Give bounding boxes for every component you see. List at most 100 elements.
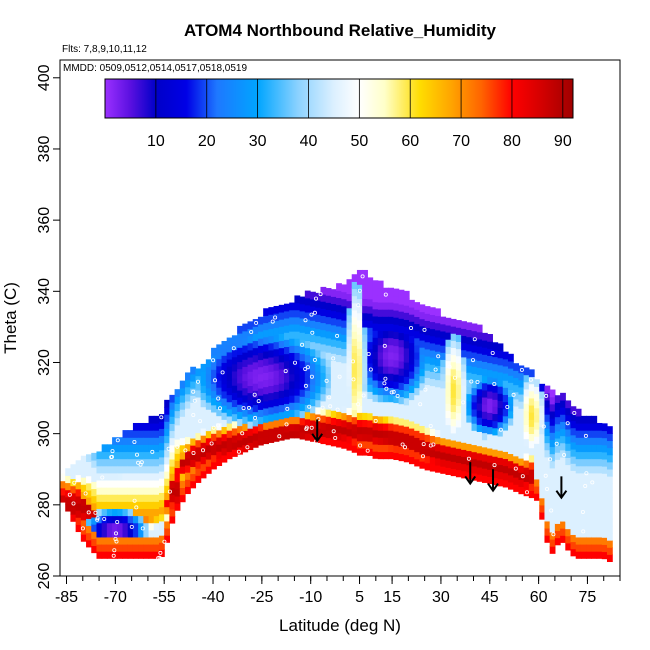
heatmap-cell <box>476 345 483 354</box>
heatmap-cell <box>268 420 275 429</box>
heatmap-cell <box>591 415 598 424</box>
heatmap-cell <box>461 406 467 415</box>
heatmap-cell <box>96 551 103 559</box>
heatmap-cell <box>601 480 608 488</box>
heatmap-cell <box>398 403 405 412</box>
heatmap-cell <box>330 331 337 340</box>
heatmap-cell <box>377 323 384 332</box>
heatmap-cell <box>508 439 514 447</box>
heatmap-cell <box>304 390 311 398</box>
heatmap-cell <box>294 331 301 339</box>
observation-point <box>162 539 167 544</box>
heatmap-cell <box>158 414 165 422</box>
heatmap-cell <box>544 442 551 451</box>
heatmap-cell <box>554 537 561 546</box>
heatmap-cell <box>424 377 431 386</box>
heatmap-cell <box>388 394 394 403</box>
heatmap-cell <box>367 313 374 321</box>
observation-point <box>313 296 318 301</box>
heatmap-cell <box>424 419 431 428</box>
heatmap-cell <box>549 446 556 455</box>
heatmap-cell <box>388 451 394 460</box>
heatmap-cell <box>278 432 285 441</box>
heatmap-cell <box>122 430 129 438</box>
heatmap-cell <box>601 487 608 496</box>
heatmap-cell <box>101 458 108 467</box>
heatmap-cell <box>372 287 379 296</box>
heatmap-cell <box>554 416 561 425</box>
heatmap-cell <box>518 415 525 424</box>
heatmap-cell <box>586 472 592 481</box>
heatmap-cell <box>591 536 598 545</box>
heatmap-cell <box>539 383 546 392</box>
heatmap-cell <box>304 319 311 327</box>
heatmap-cell <box>153 501 160 509</box>
heatmap-cell <box>367 284 374 293</box>
observation-point <box>505 404 510 409</box>
heatmap-cell <box>450 432 457 441</box>
heatmap-cell <box>554 523 561 532</box>
heatmap-cell <box>534 393 540 402</box>
heatmap-cell <box>601 501 608 510</box>
heatmap-cell <box>336 318 342 327</box>
heatmap-cell <box>190 402 197 411</box>
x-tick-label: 75 <box>579 589 597 606</box>
heatmap-cell <box>237 418 243 427</box>
heatmap-cell <box>461 321 467 329</box>
heatmap-cell <box>544 535 551 543</box>
heatmap-cell <box>153 430 160 438</box>
heatmap-cell <box>284 410 290 419</box>
heatmap-cell <box>299 367 306 376</box>
colorbar-ticks: 10 20 30 40 50 60 70 80 90 <box>147 79 572 150</box>
heatmap-cell <box>554 409 561 418</box>
observation-point <box>93 510 98 515</box>
observation-point <box>285 406 290 411</box>
heatmap-cell <box>117 551 124 559</box>
heatmap-cell <box>101 472 108 481</box>
heatmap-cell <box>190 466 197 475</box>
heatmap-cell <box>419 332 426 341</box>
heatmap-cell <box>513 427 520 435</box>
heatmap-cell <box>534 443 540 451</box>
heatmap-cell <box>179 487 186 496</box>
heatmap-cell <box>445 339 452 347</box>
heatmap-cell <box>591 551 598 559</box>
observation-point <box>452 375 457 380</box>
heatmap-cell <box>367 377 374 385</box>
heatmap-cell <box>419 432 426 441</box>
heatmap-cell <box>112 465 118 474</box>
heatmap-cell <box>429 456 436 465</box>
heatmap-cell <box>336 411 342 420</box>
heatmap-cell <box>554 395 561 403</box>
heatmap-cell <box>398 368 405 376</box>
heatmap-cell <box>596 529 603 538</box>
heatmap-cell <box>497 414 504 423</box>
heatmap-cell <box>513 420 520 428</box>
heatmap-cell <box>481 446 488 455</box>
heatmap-cell <box>330 360 337 369</box>
heatmap-cell <box>580 451 587 460</box>
heatmap-cell <box>237 404 243 412</box>
heatmap-cell <box>289 309 296 318</box>
heatmap-cell <box>362 341 368 349</box>
heatmap-cell <box>528 397 535 406</box>
heatmap-cell <box>138 458 144 467</box>
heatmap-cell <box>346 307 353 316</box>
heatmap-cell <box>263 400 269 409</box>
heatmap-cell <box>382 323 389 332</box>
heatmap-cell <box>382 451 389 460</box>
heatmap-cell <box>200 413 207 422</box>
heatmap-cell <box>372 351 379 360</box>
heatmap-cell <box>565 428 572 437</box>
heatmap-cell <box>440 451 447 460</box>
heatmap-cell <box>586 465 592 474</box>
heatmap-cell <box>164 478 170 486</box>
heatmap-cell <box>315 349 322 358</box>
observation-point <box>220 370 225 375</box>
heatmap-cell <box>414 351 421 360</box>
heatmap-cell <box>435 443 441 452</box>
heatmap-cell <box>117 458 124 467</box>
heatmap-cell <box>367 277 374 286</box>
heatmap-cell <box>169 437 176 446</box>
heatmap-cell <box>65 482 72 491</box>
